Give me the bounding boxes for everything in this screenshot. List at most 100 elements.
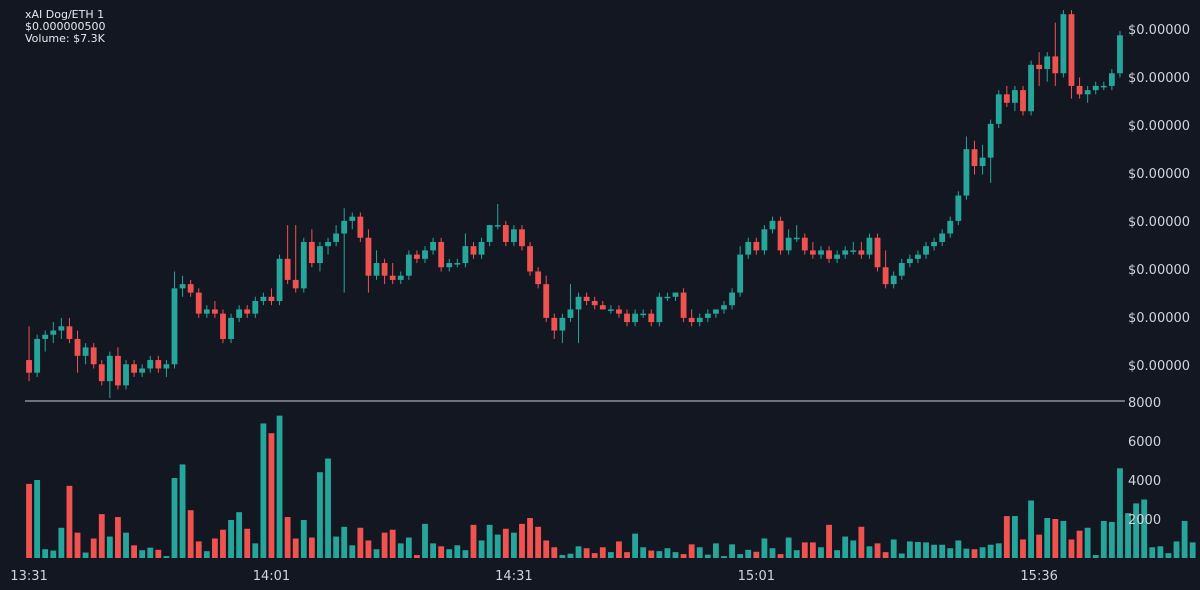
candle-body (995, 94, 1002, 124)
volume-bar (478, 540, 485, 558)
volume-bar (252, 543, 259, 558)
volume-bar (664, 548, 671, 558)
candle (252, 296, 259, 318)
volume-bar (777, 554, 784, 558)
volume-bar (510, 532, 517, 558)
candle (995, 90, 1002, 129)
volume-bar (923, 542, 929, 558)
candle-body (680, 292, 687, 318)
candle (26, 326, 32, 382)
candle (979, 144, 986, 175)
candle (446, 258, 453, 272)
volume-bar (82, 552, 89, 558)
volume-bar (737, 554, 744, 558)
candle-body (559, 317, 566, 331)
candle (931, 237, 938, 251)
candle-body (890, 275, 897, 285)
candle-body (624, 313, 630, 323)
volume-bar (397, 543, 404, 558)
candle-body (915, 254, 921, 259)
volume-bar (115, 517, 121, 558)
volume-bar (680, 554, 687, 558)
price-tick-label: $0.00000 (1128, 359, 1190, 374)
candle-body (389, 275, 396, 280)
candle (211, 301, 218, 318)
candle-body (284, 258, 291, 280)
candle (187, 279, 194, 297)
volume-bar (260, 423, 267, 558)
candle (842, 246, 849, 259)
volume-bar (34, 480, 41, 558)
candle (696, 313, 703, 327)
candle-body (874, 237, 881, 268)
candle-body (308, 241, 315, 264)
candle-body (486, 225, 493, 242)
candle-body (947, 220, 954, 234)
candle (753, 237, 760, 255)
candle-body (179, 284, 186, 289)
volume-bar (106, 536, 113, 558)
candle-body (422, 250, 428, 259)
volume-bar (979, 547, 986, 558)
volume-bar (203, 551, 210, 558)
candle (308, 229, 315, 268)
volume-bar (349, 545, 356, 558)
candle (882, 250, 889, 289)
time-tick-label: 14:31 (495, 569, 532, 584)
candle (704, 309, 711, 323)
candle-body (454, 263, 461, 265)
volume-bar (769, 548, 776, 558)
volume-bar (785, 537, 792, 558)
candle (381, 258, 388, 285)
candle (494, 204, 501, 230)
volume-bar (931, 544, 938, 558)
candle (874, 233, 881, 272)
candle-body (777, 220, 784, 251)
candle-body (139, 368, 146, 373)
price-tick-label: $0.00000 (1128, 119, 1190, 134)
volume-bar (866, 546, 873, 558)
candle (737, 246, 744, 297)
volume-bar (842, 536, 849, 558)
candle (195, 288, 202, 318)
volume-bar (753, 551, 760, 558)
candle-body (866, 237, 873, 255)
candle-body (567, 309, 574, 318)
candle (155, 355, 162, 373)
volume-bar (721, 556, 727, 558)
candle-body (300, 241, 307, 289)
volume-bar (1181, 520, 1188, 558)
candle (1076, 77, 1083, 99)
volume-bar (688, 544, 695, 558)
candle (616, 305, 622, 318)
candle (341, 208, 348, 293)
volume-bar (284, 517, 291, 558)
volume-bar (300, 519, 307, 558)
candle-body (519, 229, 525, 247)
volume-bar (1084, 527, 1091, 558)
candle (325, 237, 331, 255)
candle-body (761, 229, 768, 251)
volume-bar (745, 549, 752, 558)
candle-body (527, 246, 533, 272)
volume-readout: Volume: $7.3K (25, 32, 105, 45)
candle (300, 237, 307, 293)
volume-bar (995, 543, 1002, 558)
candle (82, 343, 89, 365)
candle (486, 225, 493, 247)
candle (389, 263, 396, 285)
candle (971, 140, 978, 175)
volume-bar (308, 537, 315, 558)
candle-body (510, 229, 517, 242)
candle-body (236, 309, 243, 318)
volume-bar (220, 529, 226, 558)
volume-bar (1020, 539, 1026, 558)
volume-bar (1003, 516, 1010, 558)
candle (1117, 31, 1123, 78)
volume-bar (147, 547, 154, 558)
volume-bar (1108, 521, 1115, 558)
volume-bar (535, 526, 542, 558)
candle-body (66, 326, 73, 339)
price-tick-label: $0.00000 (1128, 311, 1190, 326)
